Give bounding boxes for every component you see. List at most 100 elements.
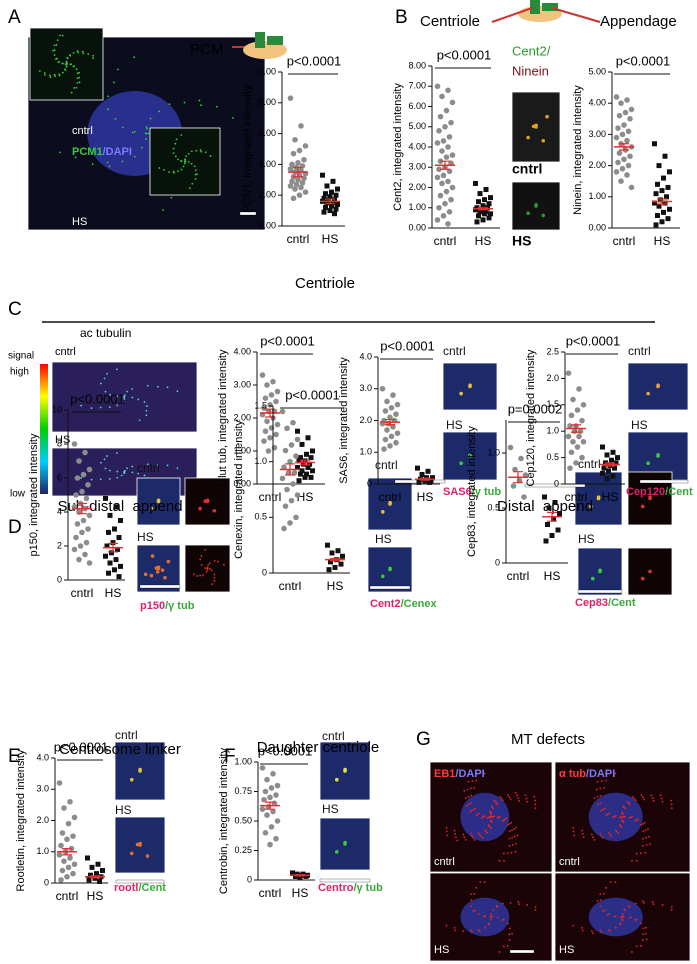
scale-bar bbox=[509, 949, 535, 954]
data-point bbox=[474, 219, 480, 225]
y-axis-label: Cenexin, integrated intensity bbox=[233, 420, 245, 559]
signal-spot bbox=[199, 149, 202, 151]
data-point bbox=[330, 178, 336, 184]
signal-spot bbox=[510, 851, 513, 854]
signal-spot bbox=[194, 173, 197, 176]
p-value: p<0.0001 bbox=[70, 391, 125, 406]
signal-spot bbox=[508, 837, 511, 840]
signal-spot bbox=[631, 796, 634, 798]
data-point bbox=[570, 438, 576, 445]
signal-spot bbox=[206, 568, 209, 571]
signal-spot bbox=[43, 72, 46, 74]
data-point bbox=[274, 388, 281, 395]
data-point bbox=[296, 458, 302, 464]
data-point bbox=[65, 820, 72, 827]
signal-spot bbox=[651, 901, 654, 903]
signal-spot bbox=[478, 833, 481, 836]
signal-spot bbox=[137, 472, 140, 475]
signal-spot bbox=[77, 51, 80, 54]
signal-spot bbox=[652, 799, 655, 802]
signal-spot bbox=[500, 797, 503, 800]
y-tick-label: 0 bbox=[367, 478, 372, 488]
signal-spot bbox=[596, 780, 599, 783]
data-point bbox=[259, 806, 266, 812]
data-point bbox=[293, 514, 299, 521]
signal-spot bbox=[149, 573, 154, 578]
signal-spot bbox=[131, 471, 134, 474]
data-point bbox=[74, 475, 81, 481]
signal-spot bbox=[73, 65, 76, 67]
error-bar bbox=[108, 542, 118, 553]
data-point bbox=[282, 447, 289, 454]
data-point bbox=[434, 83, 441, 90]
data-point bbox=[73, 492, 79, 498]
signal-spot bbox=[501, 799, 504, 802]
data-point bbox=[273, 792, 279, 798]
data-point bbox=[67, 855, 73, 861]
signal-spot bbox=[631, 815, 634, 818]
signal-spot bbox=[652, 903, 655, 905]
y-axis-label: Ninein, integrated intensity bbox=[572, 85, 584, 215]
data-point bbox=[310, 448, 315, 454]
data-point bbox=[565, 433, 572, 440]
data-point bbox=[446, 209, 453, 215]
signal-spot bbox=[596, 495, 601, 499]
signal-spot bbox=[659, 794, 662, 797]
signal-spot bbox=[126, 467, 128, 470]
signal-spot bbox=[72, 52, 75, 54]
data-point bbox=[612, 465, 617, 471]
signal-spot bbox=[534, 803, 537, 806]
data-point bbox=[328, 559, 333, 565]
signal-spot bbox=[534, 202, 538, 207]
signal-spot bbox=[190, 150, 193, 153]
signal-spot bbox=[526, 211, 530, 216]
y-axis-label: Cep120, integrated intensity bbox=[525, 349, 537, 486]
signal-spot bbox=[517, 901, 520, 903]
stain: Cep120 bbox=[626, 486, 665, 498]
signal-spot bbox=[602, 808, 604, 811]
signal-spot bbox=[200, 564, 203, 566]
data-point bbox=[304, 471, 309, 477]
data-point bbox=[522, 472, 529, 478]
signal-spot bbox=[473, 787, 476, 789]
signal-spot bbox=[490, 821, 493, 823]
signal-spot bbox=[572, 826, 575, 829]
signal-spot bbox=[120, 401, 123, 404]
y-tick-label: 1.0 bbox=[254, 456, 267, 466]
signal-spot bbox=[670, 905, 673, 908]
y-tick-label: 3.00 bbox=[588, 129, 606, 139]
signal-spot bbox=[198, 99, 201, 102]
stain-label: Cent2/Cenex bbox=[370, 598, 438, 610]
signal-spot bbox=[116, 470, 119, 473]
data-point bbox=[335, 201, 340, 207]
signal-spot bbox=[123, 394, 126, 397]
data-point bbox=[445, 178, 451, 185]
data-point bbox=[424, 475, 429, 481]
y-axis-label: Cent2, integrated intensity bbox=[392, 83, 404, 211]
signal-spot bbox=[70, 63, 72, 66]
y-tick-label: 5.00 bbox=[588, 66, 606, 76]
micrograph bbox=[367, 546, 413, 593]
signal-spot bbox=[463, 836, 466, 839]
data-point bbox=[112, 567, 117, 573]
signal-spot bbox=[53, 49, 56, 52]
data-point bbox=[270, 808, 276, 815]
signal-spot bbox=[475, 886, 478, 889]
signal-spot bbox=[640, 576, 645, 581]
signal-spot bbox=[483, 881, 486, 884]
signal-spot bbox=[490, 805, 493, 808]
data-point bbox=[293, 181, 300, 188]
signal-spot bbox=[177, 158, 179, 161]
signal-spot bbox=[468, 803, 470, 806]
signal-spot bbox=[489, 810, 491, 813]
signal-spot bbox=[380, 574, 385, 579]
p-value: p<0.0001 bbox=[380, 338, 435, 353]
signal-spot bbox=[470, 905, 472, 907]
data-point bbox=[264, 382, 270, 388]
data-point bbox=[110, 540, 116, 546]
y-tick-label: 2.00 bbox=[588, 160, 606, 170]
signal-spot bbox=[469, 811, 472, 813]
signal-spot bbox=[57, 61, 60, 64]
signal-spot bbox=[216, 560, 219, 563]
